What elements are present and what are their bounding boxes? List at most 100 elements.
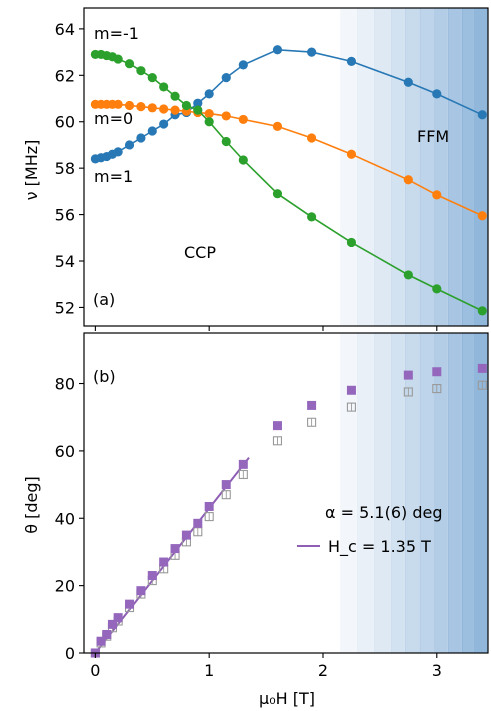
data-point [238, 60, 248, 70]
panel-a-label: (a) [93, 290, 115, 309]
shade-band [474, 333, 489, 653]
y-tick-label: 0 [65, 644, 75, 663]
data-point [136, 133, 146, 143]
x-tick-label: 1 [204, 661, 214, 680]
data-point [136, 102, 146, 112]
data-point [124, 59, 135, 69]
data-point [432, 190, 442, 200]
shade-band [448, 8, 463, 326]
y-tick-label: 60 [55, 442, 75, 461]
annotation-alpha: α = 5.1(6) deg [325, 503, 442, 522]
data-point [403, 270, 413, 280]
shade-band [448, 333, 463, 653]
data-point [204, 117, 214, 127]
data-point [307, 212, 317, 222]
data-point [181, 100, 192, 111]
data-point [113, 54, 123, 64]
annotation-m1: m=1 [94, 167, 133, 186]
data-point [147, 103, 157, 113]
shade-band [434, 8, 449, 326]
shade-band [340, 333, 358, 653]
data-point-filled [96, 636, 106, 646]
data-point [477, 211, 487, 221]
shade-band [434, 333, 449, 653]
y-tick-label: 20 [55, 577, 75, 596]
y-tick-label: 64 [55, 20, 75, 39]
data-point-filled [102, 629, 112, 639]
data-point [346, 149, 357, 159]
data-point [147, 73, 157, 83]
data-point [159, 119, 169, 129]
data-point-filled [159, 557, 169, 567]
data-point [113, 147, 123, 157]
shade-band [374, 8, 392, 326]
data-point-filled [107, 619, 117, 629]
shade-band [404, 8, 421, 326]
data-point [346, 237, 357, 248]
data-point-filled [403, 370, 413, 380]
shade-band [419, 8, 436, 326]
x-tick-label: 3 [432, 661, 442, 680]
shade-band [474, 8, 489, 326]
panel-b: 0 20 40 60 80 0 1 2 3 θ [deg] μ₀H [T] (b) α = 5… [22, 332, 489, 708]
y-tick-label: 54 [55, 252, 75, 271]
shade-band [391, 333, 406, 653]
data-point [204, 89, 214, 99]
data-point [159, 82, 169, 92]
data-point-filled [221, 480, 231, 490]
data-point [193, 105, 203, 115]
data-point [432, 284, 442, 294]
shade-band [404, 333, 421, 653]
shade-band [419, 333, 436, 653]
data-point [307, 47, 317, 57]
data-point [136, 66, 146, 76]
panel-b-label: (b) [93, 367, 116, 386]
ffm-shading-b [340, 333, 489, 653]
data-point [124, 140, 135, 150]
panel-a-ylabel: ν [MHz] [22, 140, 41, 201]
y-tick-label: 58 [55, 159, 75, 178]
ffm-shading-a [340, 8, 489, 326]
data-point-filled [346, 385, 356, 395]
y-tick-label: 52 [55, 298, 75, 317]
data-point-filled [477, 363, 487, 373]
x-tick-label: 0 [90, 661, 100, 680]
y-tick-label: 60 [55, 113, 75, 132]
panel-b-data [90, 363, 487, 658]
shade-band [357, 8, 375, 326]
data-point-filled [432, 367, 442, 377]
panel-a-frame [83, 7, 489, 327]
data-point [432, 89, 442, 99]
data-point-filled [181, 530, 191, 540]
panel-b-ylabel: θ [deg] [22, 476, 41, 534]
data-point [403, 77, 413, 87]
data-point [238, 155, 248, 165]
annotation-m0: m=0 [94, 109, 133, 128]
annotation-ffm: FFM [417, 127, 449, 146]
data-point [170, 105, 180, 115]
data-point-filled [125, 599, 135, 609]
panel-a-x-ticks [94, 326, 438, 331]
x-tick-label: 2 [318, 661, 328, 680]
data-point-filled [147, 571, 157, 581]
panel-a-data [90, 45, 487, 316]
data-point [403, 175, 413, 185]
data-point-filled [113, 613, 123, 623]
data-point [147, 126, 157, 136]
data-point [124, 100, 135, 111]
data-point-filled [204, 501, 214, 511]
shade-band [340, 8, 358, 326]
data-point-filled [193, 518, 203, 528]
shade-band [357, 333, 375, 653]
data-point [159, 104, 169, 114]
data-point [307, 133, 317, 143]
data-point [477, 110, 487, 120]
y-tick-label: 62 [55, 66, 75, 85]
data-point [477, 306, 487, 316]
data-point [238, 114, 248, 125]
annotation-ccp: CCP [184, 243, 216, 262]
data-point [221, 73, 231, 83]
panel-b-x-ticks: 0 1 2 3 [90, 653, 442, 680]
shade-band [461, 8, 475, 326]
